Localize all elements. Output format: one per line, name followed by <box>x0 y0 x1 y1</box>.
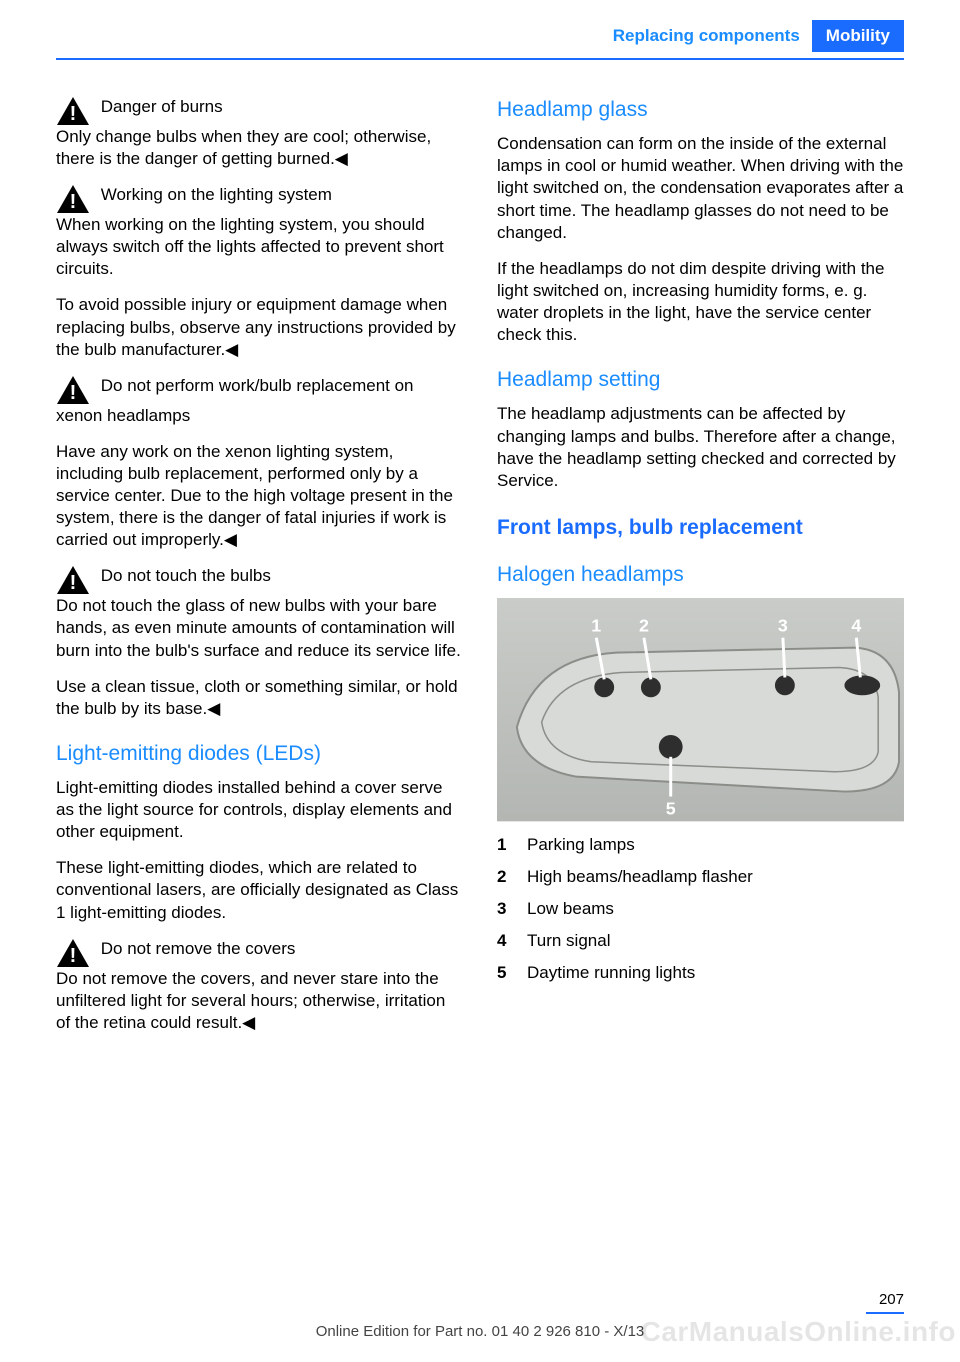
left-column: ! Danger of burns Only change bulbs when… <box>56 96 463 1048</box>
legend-item: 3 Low beams <box>497 898 904 920</box>
figure-legend: 1 Parking lamps 2 High beams/headlamp fl… <box>497 834 904 984</box>
warning-icon: ! <box>56 938 90 968</box>
body-text: To avoid possible injury or equipment da… <box>56 294 463 360</box>
page-header: Replacing components Mobility <box>0 0 960 58</box>
figure-halogen-headlamps: 1 2 3 4 5 <box>497 598 904 821</box>
warning-covers: ! Do not remove the covers Do not remove… <box>56 938 463 1034</box>
warning-title: Do not perform work/bulb replacement on … <box>56 376 414 425</box>
warning-body: Have any work on the xenon lighting syst… <box>56 441 463 551</box>
legend-label: Low beams <box>527 898 614 920</box>
svg-text:!: ! <box>70 103 77 125</box>
heading-headlamp-glass: Headlamp glass <box>497 96 904 123</box>
warning-body: Only change bulbs when they are cool; ot… <box>56 126 463 170</box>
warning-title: Do not remove the covers <box>101 939 296 958</box>
body-text: Use a clean tissue, cloth or something s… <box>56 676 463 720</box>
content-columns: ! Danger of burns Only change bulbs when… <box>0 60 960 1048</box>
body-text: These light-emitting diodes, which are r… <box>56 857 463 923</box>
headlamp-diagram: 1 2 3 4 5 <box>497 598 904 821</box>
warning-title: Danger of burns <box>101 97 223 116</box>
warning-touch-bulbs: ! Do not touch the bulbs Do not touch th… <box>56 565 463 661</box>
warning-burns: ! Danger of burns Only change bulbs when… <box>56 96 463 170</box>
warning-body: When working on the lighting system, you… <box>56 214 463 280</box>
warning-icon: ! <box>56 96 90 126</box>
legend-label: Parking lamps <box>527 834 635 856</box>
body-text: Light-emitting diodes installed behind a… <box>56 777 463 843</box>
svg-text:!: ! <box>70 191 77 213</box>
heading-halogen: Halogen headlamps <box>497 561 904 588</box>
warning-icon: ! <box>56 184 90 214</box>
body-text: The headlamp adjustments can be affected… <box>497 403 904 491</box>
header-section: Replacing components <box>601 20 812 52</box>
svg-text:!: ! <box>70 945 77 967</box>
legend-item: 1 Parking lamps <box>497 834 904 856</box>
page-number: 207 <box>879 1291 904 1308</box>
figure-label-4: 4 <box>851 616 861 636</box>
legend-number: 1 <box>497 834 527 856</box>
warning-icon: ! <box>56 565 90 595</box>
body-text: Condensation can form on the inside of t… <box>497 133 904 243</box>
warning-title: Working on the lighting system <box>101 185 332 204</box>
legend-item: 5 Daytime running lights <box>497 962 904 984</box>
warning-body: Do not remove the covers, and never star… <box>56 968 463 1034</box>
heading-leds: Light-emitting diodes (LEDs) <box>56 740 463 767</box>
legend-item: 2 High beams/headlamp flasher <box>497 866 904 888</box>
watermark: CarManualsOnline.info <box>641 1316 956 1348</box>
legend-label: High beams/headlamp flasher <box>527 866 753 888</box>
heading-headlamp-setting: Headlamp setting <box>497 366 904 393</box>
legend-number: 3 <box>497 898 527 920</box>
right-column: Headlamp glass Condensation can form on … <box>497 96 904 1048</box>
legend-item: 4 Turn signal <box>497 930 904 952</box>
body-text: If the headlamps do not dim despite driv… <box>497 258 904 346</box>
warning-xenon: ! Do not perform work/bulb replacement o… <box>56 375 463 427</box>
figure-label-1: 1 <box>591 616 601 636</box>
legend-label: Turn signal <box>527 930 610 952</box>
page-number-rule <box>866 1312 904 1314</box>
headlamp-lens <box>517 648 899 792</box>
legend-label: Daytime running lights <box>527 962 695 984</box>
svg-text:!: ! <box>70 382 77 404</box>
legend-number: 4 <box>497 930 527 952</box>
warning-title: Do not touch the bulbs <box>101 566 271 585</box>
figure-label-5: 5 <box>666 799 676 819</box>
warning-icon: ! <box>56 375 90 405</box>
header-chapter: Mobility <box>812 20 904 52</box>
legend-number: 2 <box>497 866 527 888</box>
figure-label-3: 3 <box>778 616 788 636</box>
heading-front-lamps: Front lamps, bulb replacement <box>497 514 904 541</box>
svg-text:!: ! <box>70 572 77 594</box>
manual-page: Replacing components Mobility ! Danger o… <box>0 0 960 1362</box>
figure-label-2: 2 <box>639 616 649 636</box>
legend-number: 5 <box>497 962 527 984</box>
warning-lighting-system: ! Working on the lighting system When wo… <box>56 184 463 280</box>
warning-body: Do not touch the glass of new bulbs with… <box>56 595 463 661</box>
